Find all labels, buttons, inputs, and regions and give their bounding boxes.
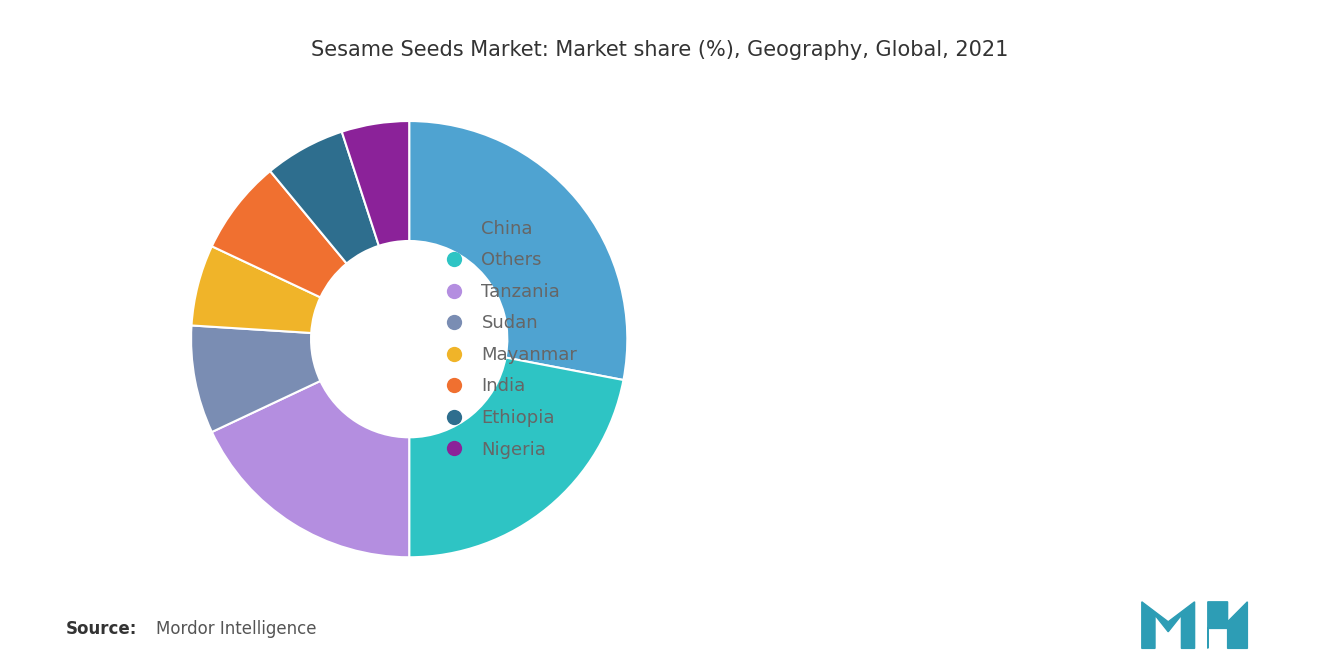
Wedge shape [211, 171, 347, 297]
Wedge shape [271, 132, 379, 263]
Wedge shape [191, 325, 321, 432]
Legend: China, Others, Tanzania, Sudan, Mayanmar, India, Ethiopia, Nigeria: China, Others, Tanzania, Sudan, Mayanmar… [429, 213, 585, 466]
Polygon shape [1208, 602, 1247, 648]
Text: Mordor Intelligence: Mordor Intelligence [156, 620, 317, 638]
Wedge shape [342, 121, 409, 246]
Text: Sesame Seeds Market: Market share (%), Geography, Global, 2021: Sesame Seeds Market: Market share (%), G… [312, 40, 1008, 60]
Wedge shape [211, 381, 409, 557]
Wedge shape [409, 121, 627, 380]
Text: Source:: Source: [66, 620, 137, 638]
Wedge shape [409, 358, 623, 557]
Polygon shape [1142, 602, 1195, 648]
Wedge shape [191, 246, 321, 333]
